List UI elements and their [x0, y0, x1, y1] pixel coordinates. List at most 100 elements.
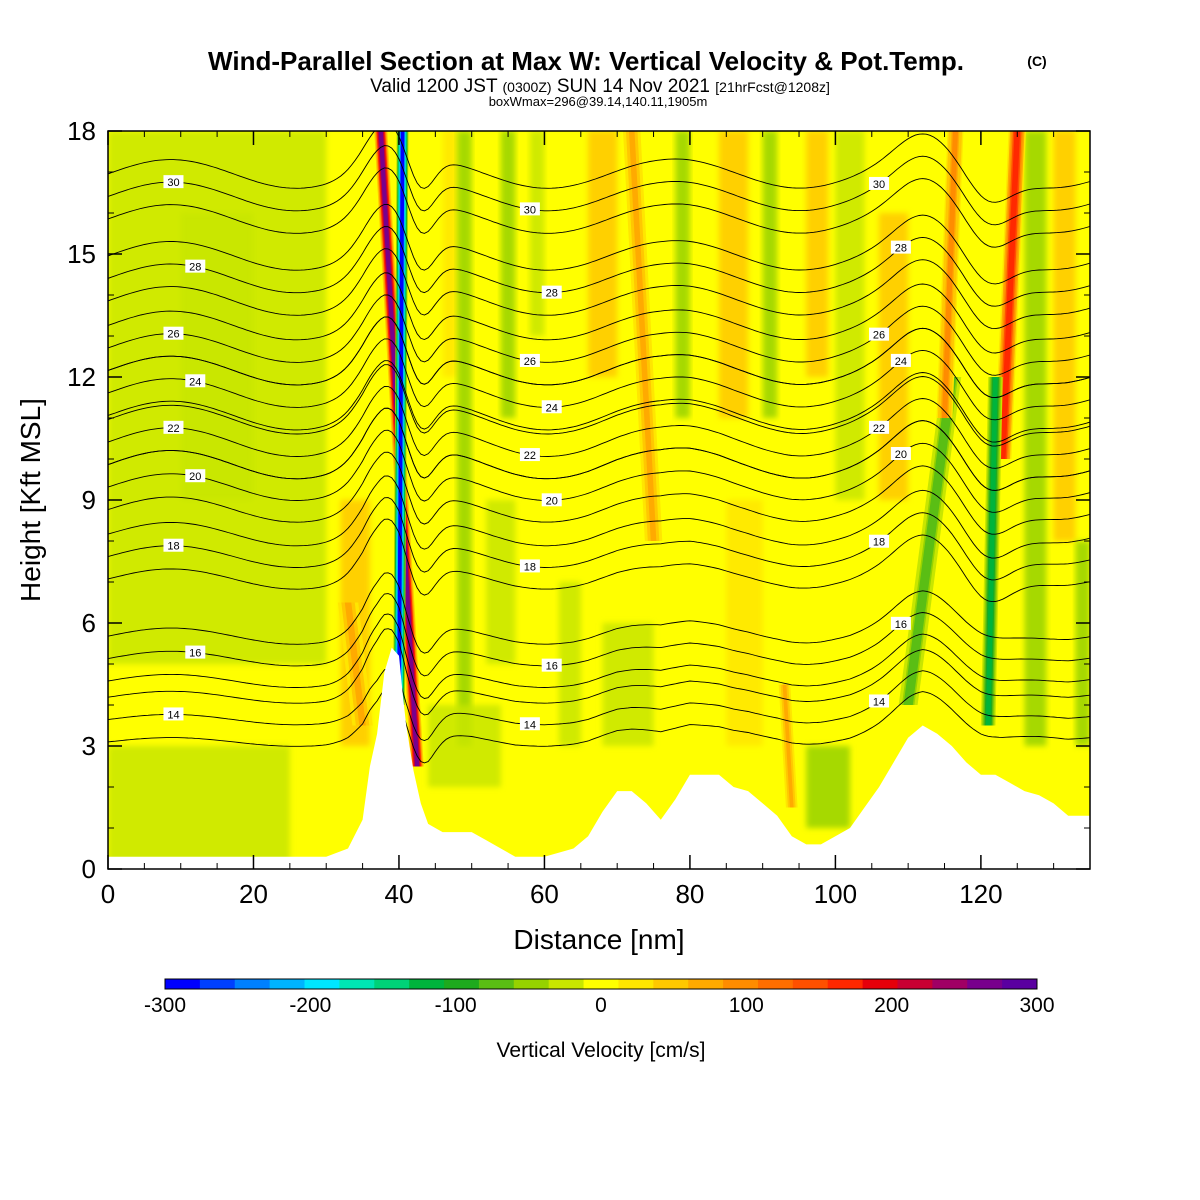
w-patch: [1053, 131, 1076, 541]
contour-label-text: 30: [873, 179, 885, 191]
theta-contour-line: [108, 203, 1090, 285]
contour-label-text: 22: [873, 423, 885, 435]
vertical-velocity-field: [108, 131, 1090, 869]
theta-contour-label: 18: [869, 534, 890, 549]
contour-label-bg: [163, 326, 184, 340]
y-tick-label: 6: [82, 608, 96, 638]
theta-contour-label: 24: [890, 353, 911, 368]
colorbar-swatch: [757, 979, 794, 989]
x-tick-label: 120: [959, 879, 1002, 909]
theta-contour-label: 22: [519, 448, 540, 462]
colorbar-tick-label: -100: [435, 994, 477, 1017]
contour-label-bg: [890, 353, 911, 367]
theta-contour-line: [108, 572, 1090, 654]
contour-label-text: 22: [167, 423, 179, 435]
colorbar-swatch: [339, 979, 375, 989]
colorbar-swatch: [269, 979, 306, 989]
theta-contour-label: 14: [163, 707, 184, 721]
contour-label-bg: [869, 176, 890, 190]
colorbar-swatch: [932, 979, 968, 989]
contour-label-text: 16: [546, 661, 558, 673]
contour-label-bg: [163, 707, 184, 721]
theta-contour-label: 18: [519, 559, 540, 573]
contour-label-bg: [185, 374, 206, 388]
contour-label-text: 24: [546, 402, 558, 414]
colorbar-swatch: [478, 979, 515, 989]
y-tick-label: 3: [82, 731, 96, 761]
terrain-mask: [108, 647, 1090, 869]
theta-contour-line: [108, 429, 1090, 513]
colorbar-tick-label: 100: [729, 994, 764, 1017]
theta-contour-label: 26: [519, 353, 540, 368]
colorbar-tick-label: -300: [144, 994, 186, 1017]
theta-contour-label: 28: [541, 285, 562, 300]
y-tick-label: 18: [67, 116, 96, 146]
colorbar-tick-label: 0: [595, 994, 607, 1017]
contour-label-text: 24: [895, 356, 907, 368]
contour-label-bg: [869, 694, 890, 708]
contour-label-bg: [869, 327, 890, 341]
colorbar-swatch: [862, 979, 898, 989]
contour-label-bg: [519, 717, 540, 731]
x-axis-label: Distance [nm]: [513, 924, 684, 955]
colorbar-swatch: [374, 979, 410, 989]
y-tick-label: 12: [67, 362, 96, 392]
theta-contour-line: [108, 407, 1090, 491]
w-band-level: [999, 131, 1021, 459]
colorbar-swatch: [165, 979, 201, 989]
colorbar-frame: [164, 978, 1038, 990]
theta-contour-line: [108, 475, 1090, 559]
colorbar-swatch: [723, 979, 759, 989]
w-band-level: [905, 377, 955, 705]
contour-label-text: 16: [895, 619, 907, 631]
theta-contour-line: [108, 131, 1090, 203]
contour-label-bg: [890, 446, 911, 460]
w-band-level: [397, 131, 405, 705]
theta-contour-label: 20: [890, 446, 911, 461]
chart-subtitle: Valid 1200 JST (0300Z) SUN 14 Nov 2021 […: [370, 76, 830, 97]
x-tick-label: 80: [675, 879, 704, 909]
colorbar-label: Vertical Velocity [cm/s]: [497, 1039, 706, 1062]
theta-contour-label: 20: [185, 469, 206, 483]
w-band-level: [985, 377, 998, 726]
theta-contour-label: 22: [163, 420, 184, 435]
contour-label-text: 24: [189, 376, 201, 388]
contour-label-text: 20: [189, 471, 201, 483]
contour-label-bg: [185, 469, 206, 483]
w-patch: [806, 131, 829, 377]
w-patch: [726, 500, 763, 746]
contour-label-text: 28: [546, 288, 558, 300]
w-patch: [180, 213, 254, 500]
colorbar-swatch: [199, 979, 236, 989]
contour-label-bg: [890, 616, 911, 630]
theta-contour-line: [108, 593, 1090, 677]
w-patch: [602, 623, 654, 746]
theta-contour-label: 14: [869, 694, 890, 708]
theta-contour-label: 24: [185, 374, 206, 388]
x-tick-label: 0: [101, 879, 115, 909]
contour-label-bg: [519, 202, 540, 216]
contour-label-text: 26: [524, 356, 536, 368]
w-patch: [719, 131, 749, 418]
theta-contour-label: 24: [541, 400, 562, 414]
contour-label-bg: [163, 538, 184, 552]
theta-contour-label: 26: [163, 326, 184, 341]
theta-contour-line: [108, 451, 1090, 535]
w-patch: [675, 131, 690, 418]
chart-title: Wind-Parallel Section at Max W: Vertical…: [208, 46, 964, 76]
colorbar-swatch: [827, 979, 864, 989]
contour-label-text: 22: [524, 450, 536, 462]
theta-contour-label: 20: [541, 493, 562, 507]
contour-label-bg: [519, 559, 540, 573]
x-tick-label: 100: [814, 879, 857, 909]
contour-label-text: 30: [167, 177, 179, 189]
y-tick-label: 0: [82, 854, 96, 884]
theta-contour-line: [108, 360, 1090, 443]
theta-contour-label: 16: [185, 645, 206, 660]
contour-label-bg: [163, 420, 184, 434]
w-patch: [108, 746, 290, 869]
colorbar-tick-label: -200: [289, 994, 331, 1017]
contour-label-text: 28: [189, 262, 201, 274]
colorbar-swatch: [1002, 979, 1038, 989]
